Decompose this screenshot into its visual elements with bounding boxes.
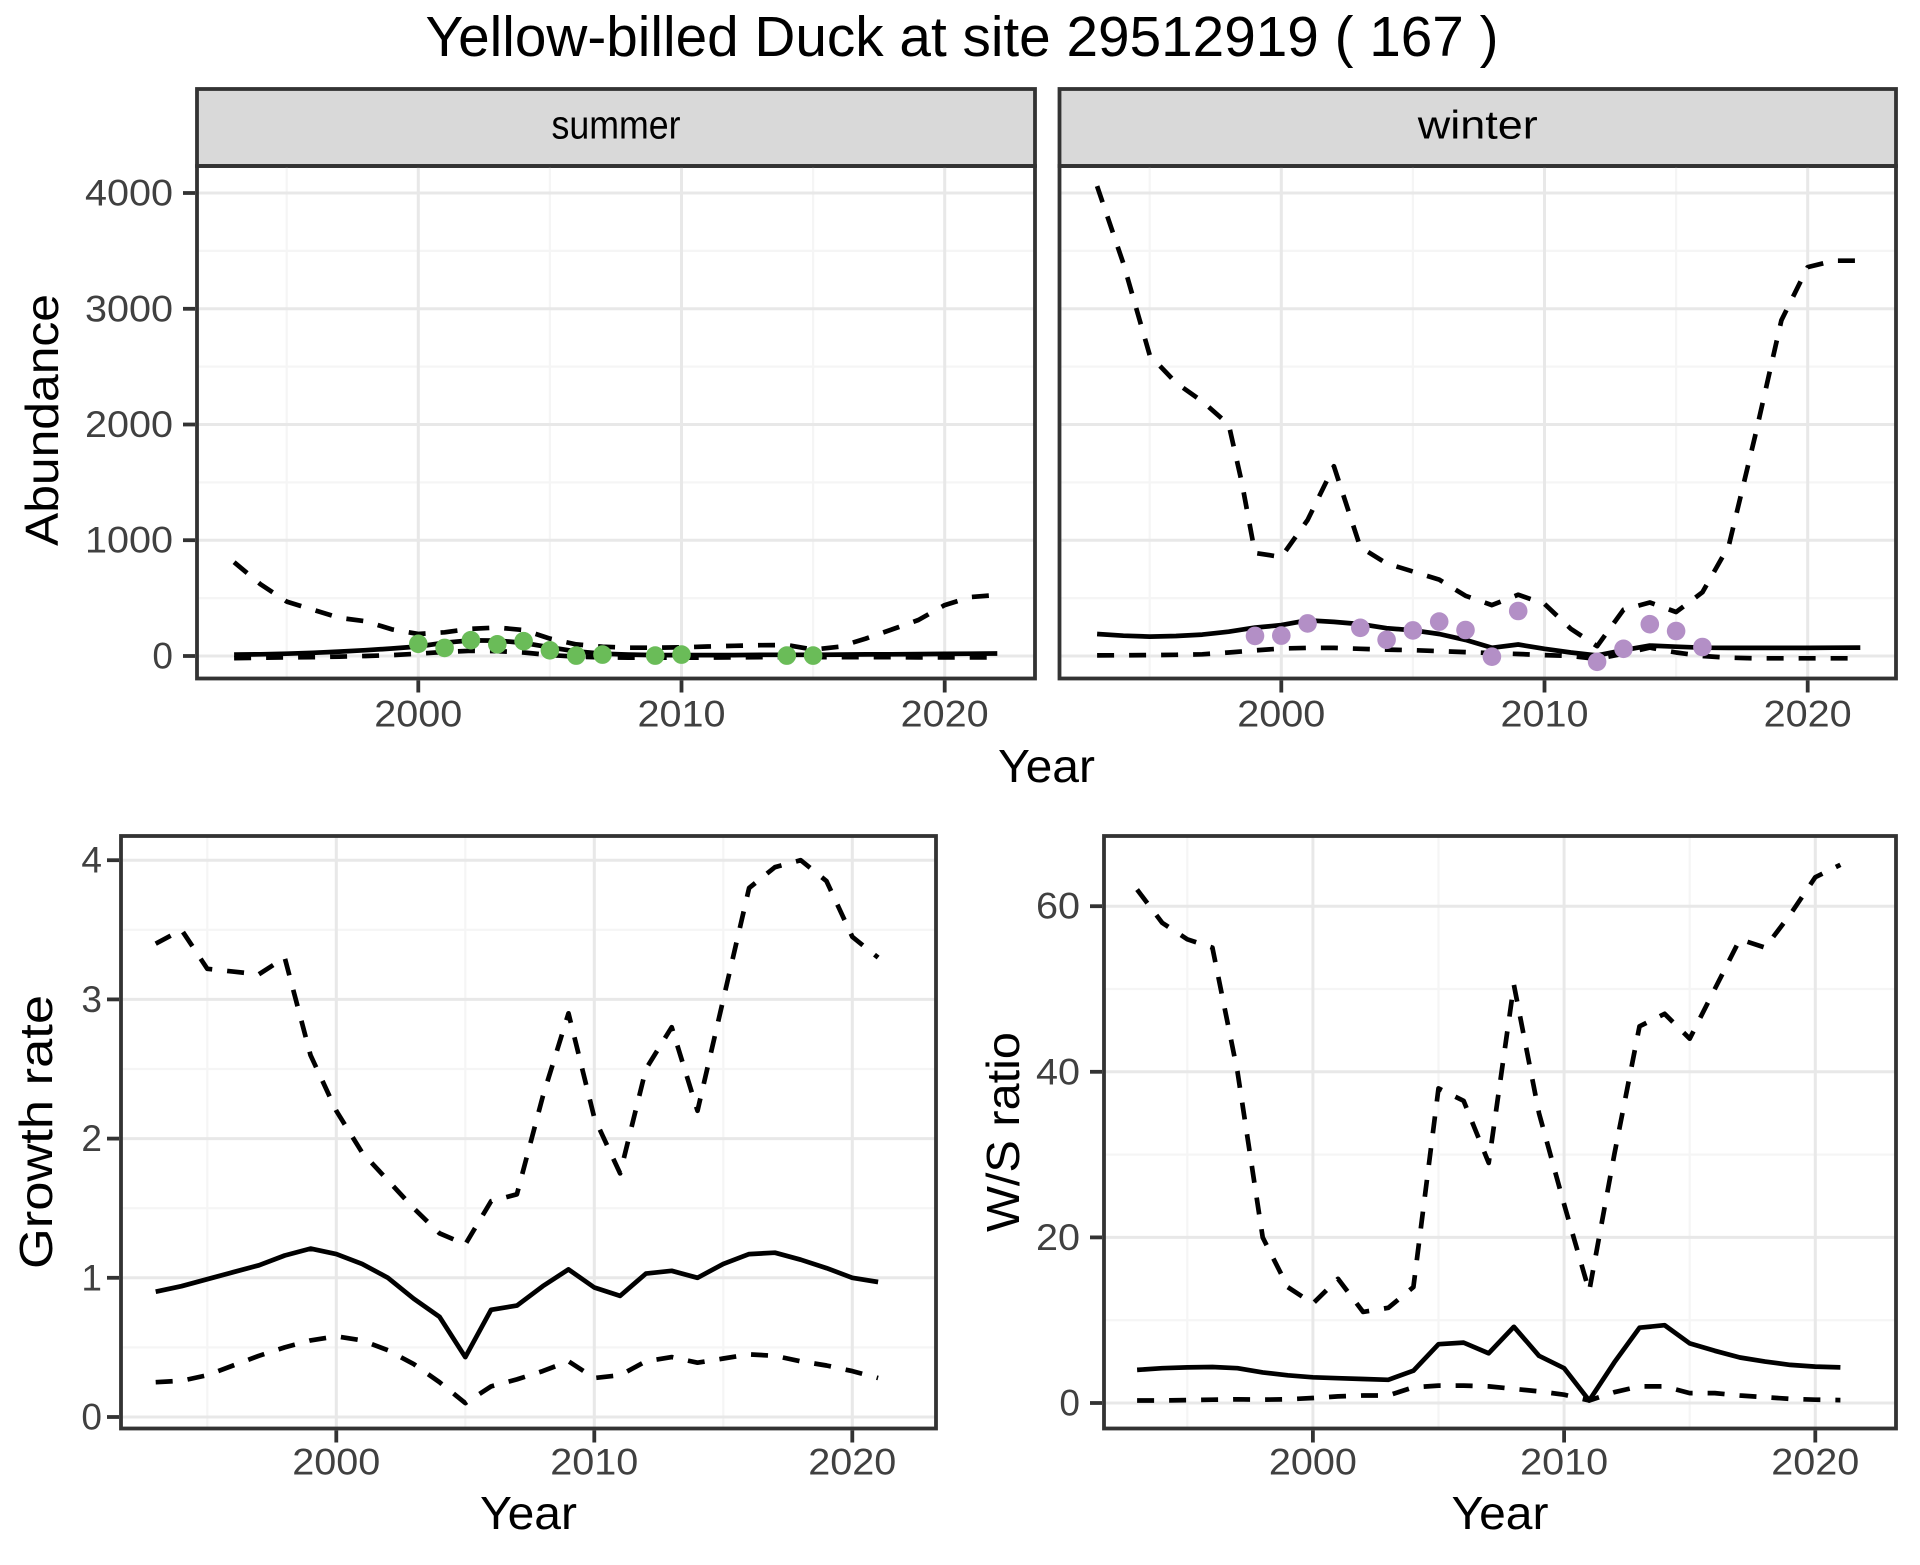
- svg-text:60: 60: [1036, 886, 1080, 927]
- svg-text:Year: Year: [998, 740, 1095, 792]
- svg-text:0: 0: [81, 1397, 102, 1438]
- svg-text:2000: 2000: [85, 404, 173, 445]
- svg-text:4: 4: [81, 840, 102, 881]
- svg-text:0: 0: [1059, 1383, 1080, 1424]
- svg-text:2020: 2020: [1771, 1442, 1859, 1483]
- svg-text:2010: 2010: [550, 1442, 638, 1483]
- svg-text:2000: 2000: [1237, 694, 1325, 735]
- svg-text:Year: Year: [480, 1487, 577, 1539]
- svg-text:winter: winter: [1417, 104, 1538, 148]
- svg-text:4000: 4000: [85, 173, 173, 214]
- svg-text:20: 20: [1036, 1217, 1080, 1258]
- svg-text:3: 3: [81, 979, 102, 1020]
- svg-text:Abundance: Abundance: [16, 294, 68, 546]
- svg-text:2000: 2000: [1269, 1442, 1357, 1483]
- svg-text:0: 0: [152, 636, 173, 677]
- svg-text:3000: 3000: [85, 288, 173, 329]
- svg-text:2010: 2010: [638, 694, 726, 735]
- svg-text:2010: 2010: [1520, 1442, 1608, 1483]
- svg-text:40: 40: [1036, 1051, 1080, 1092]
- svg-text:2000: 2000: [374, 694, 462, 735]
- svg-text:1: 1: [81, 1257, 102, 1298]
- svg-text:2010: 2010: [1501, 694, 1589, 735]
- svg-text:Yellow-billed Duck at site 295: Yellow-billed Duck at site 29512919 ( 16…: [426, 5, 1499, 69]
- svg-text:1000: 1000: [85, 520, 173, 561]
- svg-text:2020: 2020: [901, 694, 989, 735]
- svg-text:Year: Year: [1452, 1487, 1549, 1539]
- svg-text:2: 2: [81, 1118, 102, 1159]
- svg-text:Growth rate: Growth rate: [10, 995, 62, 1269]
- svg-text:summer: summer: [552, 104, 681, 148]
- svg-text:2020: 2020: [808, 1442, 896, 1483]
- svg-text:W/S ratio: W/S ratio: [977, 1032, 1029, 1232]
- svg-text:2020: 2020: [1764, 694, 1852, 735]
- svg-text:2000: 2000: [292, 1442, 380, 1483]
